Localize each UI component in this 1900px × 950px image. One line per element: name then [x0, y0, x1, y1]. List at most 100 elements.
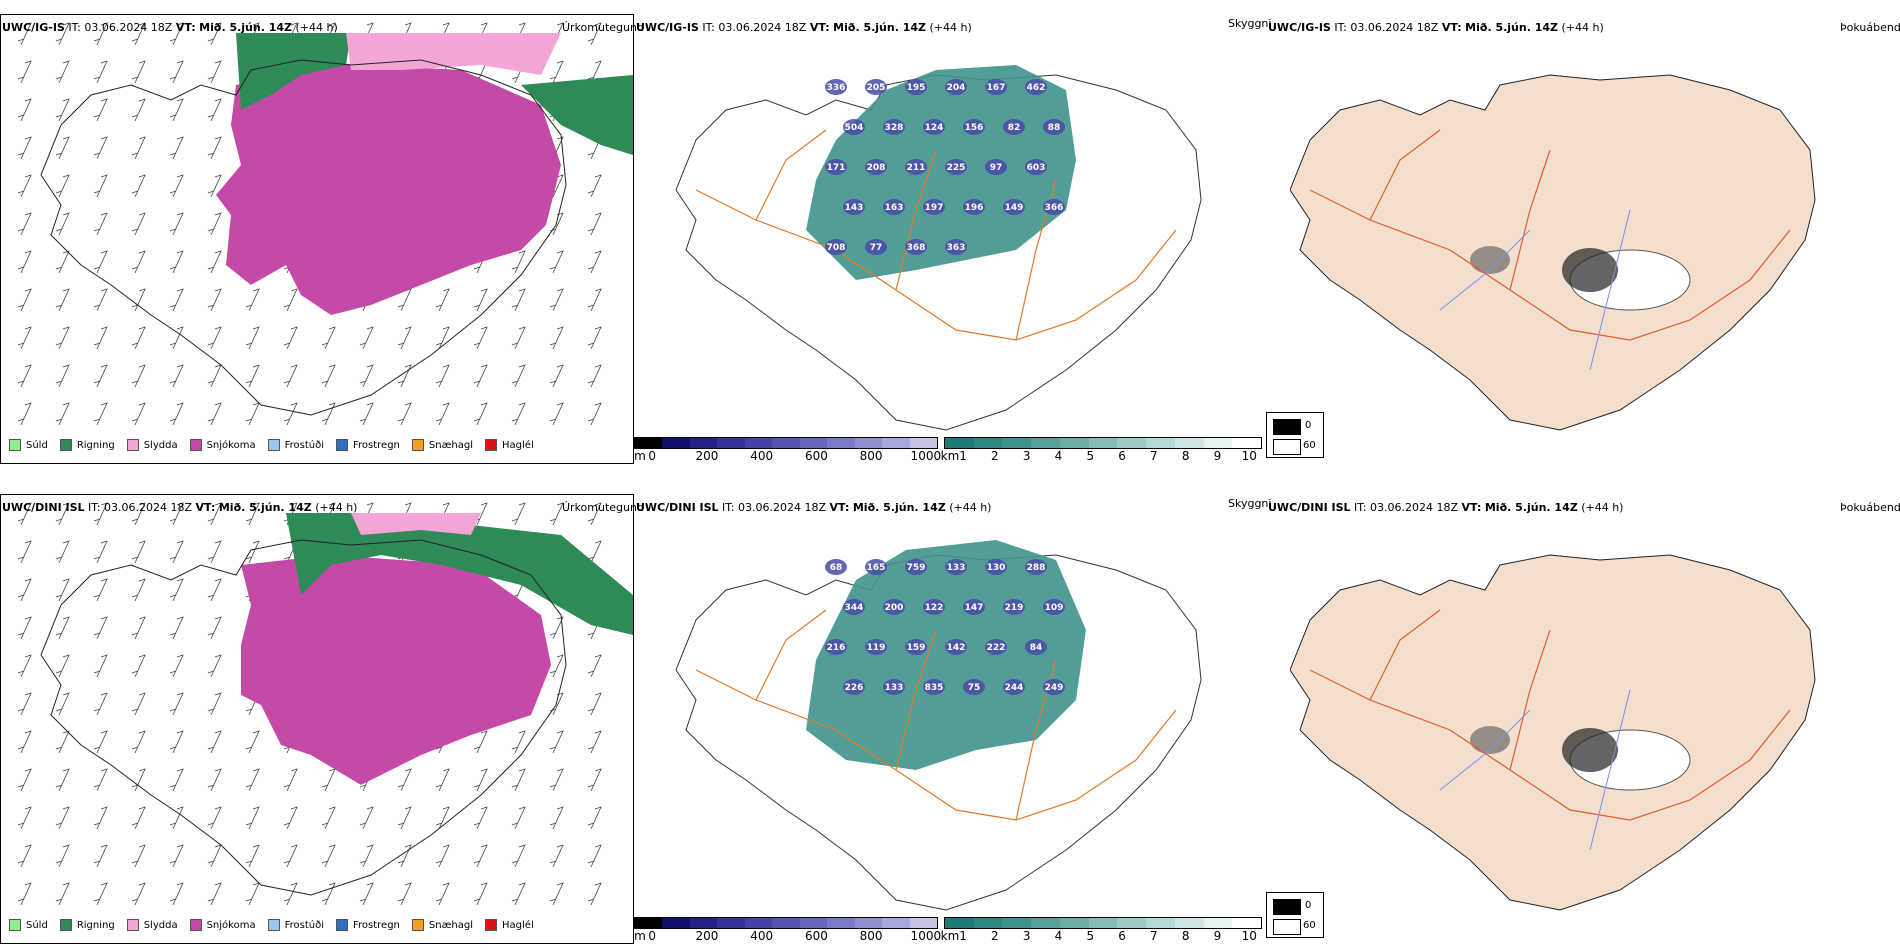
scale-tick: 0	[648, 929, 657, 943]
legend-swatch	[267, 919, 280, 931]
wind-barb	[549, 806, 564, 830]
ceiling-blob	[1043, 599, 1065, 615]
legend-item: Haglél	[485, 439, 534, 451]
wind-barb	[321, 326, 336, 350]
legend-item: Rigning	[59, 919, 115, 931]
header-fog-1: UWC/IG-IS IT: 03.06.2024 18Z VT: Mið. 5.…	[1268, 21, 1604, 34]
legend-label: Haglél	[502, 439, 534, 451]
wind-barb	[587, 502, 602, 526]
wind-barb	[17, 250, 32, 274]
ceiling-label: 211	[907, 163, 926, 173]
ceiling-blob	[883, 599, 905, 615]
wind-barb	[55, 654, 70, 678]
wind-barb	[55, 174, 70, 198]
title-precip-1: Úrkomutegund	[562, 21, 644, 34]
header-fog-2: UWC/DINI ISL IT: 03.06.2024 18Z VT: Mið.…	[1268, 501, 1624, 514]
legend-label: Rigning	[76, 439, 115, 451]
scale-swatch	[1117, 918, 1147, 928]
ceiling-label: 82	[1008, 123, 1021, 133]
scale-tick: 5	[1086, 929, 1095, 943]
wind-barb	[511, 844, 526, 868]
wind-barb	[283, 326, 298, 350]
wind-barb	[169, 502, 184, 526]
wind-barb	[283, 806, 298, 830]
wind-barb	[511, 402, 526, 426]
iceland-outline	[40, 539, 567, 896]
ceiling-label: 288	[1027, 563, 1046, 573]
scale-tick: 800	[859, 929, 883, 943]
wind-barb	[283, 882, 298, 906]
wind-barb	[549, 654, 564, 678]
legend-label: Snjókoma	[206, 919, 256, 931]
legend-swatch	[411, 439, 424, 451]
ceiling-blob	[865, 79, 887, 95]
wind-barb	[549, 288, 564, 312]
wind-barb	[17, 692, 32, 716]
scale-tick: 4	[1054, 929, 1063, 943]
wind-barb	[169, 806, 184, 830]
header-precip-2: UWC/DINI ISL IT: 03.06.2024 18Z VT: Mið.…	[2, 501, 358, 514]
legend-label: Frostúði	[284, 439, 324, 451]
legend-label: Frostregn	[353, 919, 400, 931]
wind-barb	[207, 616, 222, 640]
ceiling-blob	[865, 559, 887, 575]
scale-swatch	[1232, 438, 1262, 448]
legend-item: Frostregn	[336, 919, 400, 931]
ceiling-blob	[923, 599, 945, 615]
vis-scale-1: km 1 2 3 4 5 6 7 8 9 10	[941, 437, 1262, 467]
wind-barb	[321, 882, 336, 906]
scale-tick: 1000	[910, 449, 942, 463]
ceiling-label: 368	[907, 243, 926, 253]
ceiling-label: 504	[845, 123, 864, 133]
wind-barb	[55, 844, 70, 868]
scale-swatch	[689, 918, 718, 928]
vis-map-1: 336 205 195 204 167 462 504 328 124 156 82 88 171 208…	[675, 65, 1202, 431]
wind-barb	[55, 882, 70, 906]
precip-panel-1: Súld Rigning Slydda Snjókoma Frostúði Frostre…	[0, 14, 634, 464]
scale-swatch	[827, 918, 855, 928]
wind-barb	[359, 806, 374, 830]
wind-barb	[245, 540, 260, 564]
wind-barb	[55, 288, 70, 312]
precip-map-2	[17, 502, 633, 906]
ceiling-blob	[985, 639, 1007, 655]
rivers	[1439, 209, 1631, 371]
iceland-land	[1290, 554, 1816, 911]
wind-barb	[169, 768, 184, 792]
wind-barb	[435, 806, 450, 830]
wind-barb	[245, 288, 260, 312]
wind-barb	[359, 364, 374, 388]
fog-patch	[1562, 248, 1618, 292]
scale-swatch	[799, 438, 828, 448]
wind-barb	[511, 730, 526, 754]
scale-unit: m	[634, 449, 646, 463]
wind-barb	[131, 250, 146, 274]
ceiling-label: 336	[827, 83, 846, 93]
ceiling-label: 216	[827, 643, 846, 653]
wind-barb	[131, 364, 146, 388]
header-vis-1: UWC/IG-IS IT: 03.06.2024 18Z VT: Mið. 5.…	[636, 21, 972, 34]
scale-tick: 5	[1086, 449, 1095, 463]
legend-item: Slydda	[126, 439, 178, 451]
ceiling-label: 156	[965, 123, 984, 133]
rivers	[1439, 689, 1631, 851]
ceiling-blob	[945, 559, 967, 575]
wind-barb	[359, 882, 374, 906]
wind-barb	[169, 60, 184, 84]
wind-barb	[169, 98, 184, 122]
scale-tick: 7	[1150, 929, 1158, 943]
ceiling-label: 328	[885, 123, 904, 133]
wind-barb	[473, 768, 488, 792]
ceiling-blob	[985, 79, 1007, 95]
scale-swatch	[1002, 918, 1032, 928]
wind-barb	[131, 806, 146, 830]
wind-barb	[17, 616, 32, 640]
rain-region-east	[521, 75, 633, 155]
scale-swatch	[1002, 438, 1032, 448]
wind-barb	[17, 768, 32, 792]
ceiling-label: 124	[925, 123, 944, 133]
wind-barb	[549, 844, 564, 868]
scale-tick: 200	[695, 449, 719, 463]
legend-swatch	[59, 919, 72, 931]
wind-barb	[511, 502, 526, 526]
